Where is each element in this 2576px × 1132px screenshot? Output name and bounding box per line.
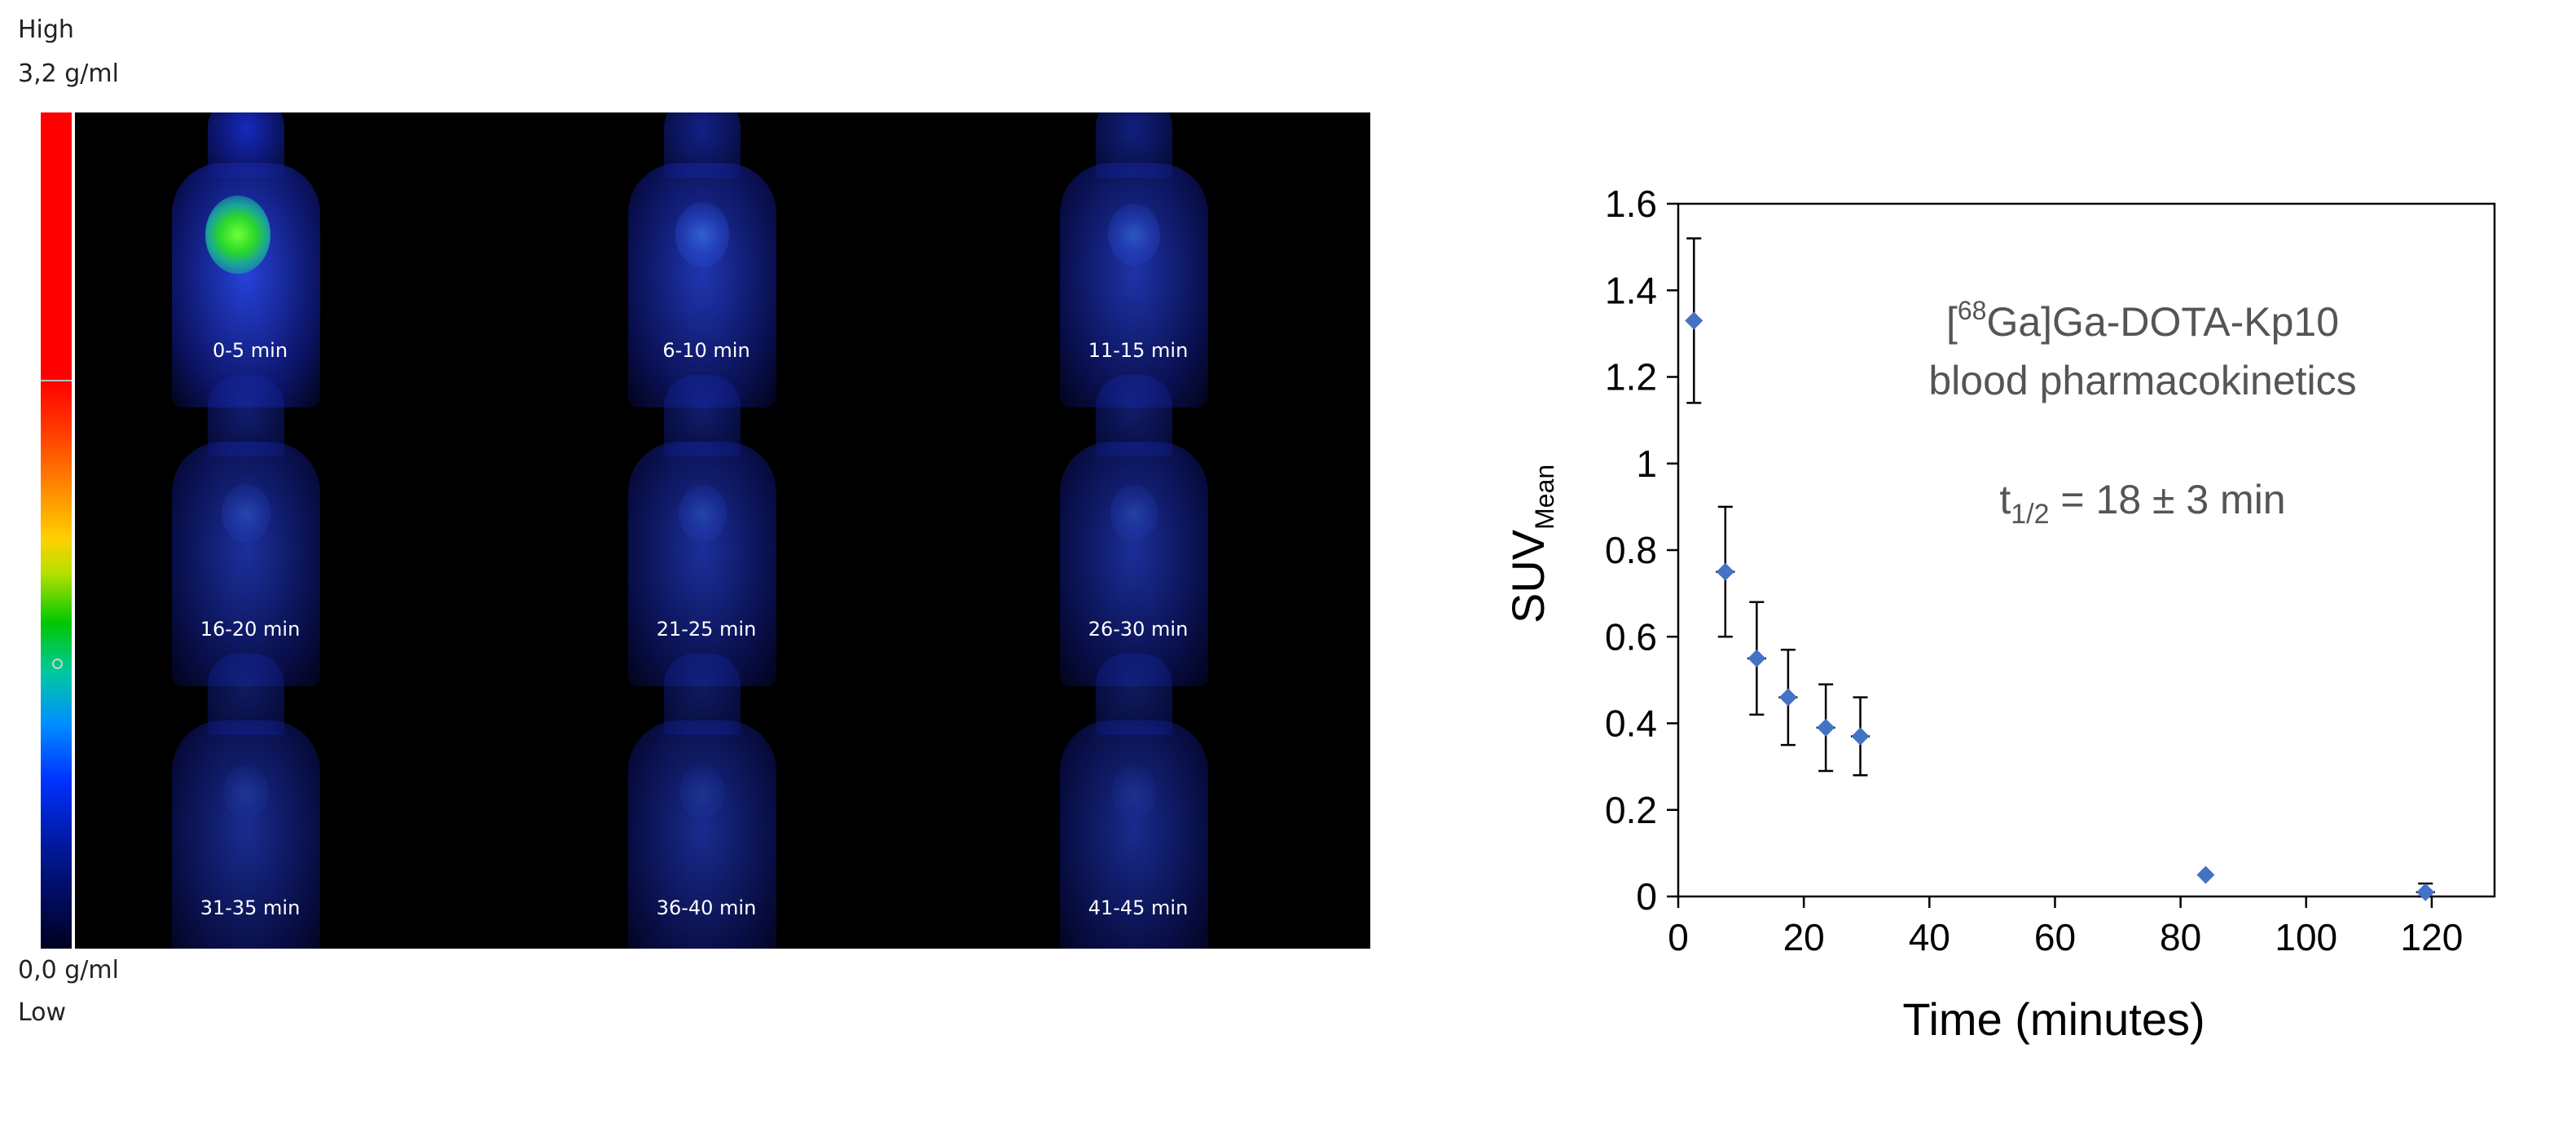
pet-image-grid: 0-5 min 6-10 min 11-15 min 16-20 min 21-25 m… [75,112,1370,949]
annotation-tracer-name: Ga]Ga-DOTA-Kp10 [1986,299,2339,345]
data-point [2416,882,2435,901]
pet-frame: 31-35 min [79,654,421,949]
pet-heart-uptake [675,202,730,267]
scale-max-value: 3,2 g/ml [18,59,119,88]
pet-heart-uptake [1111,765,1157,819]
data-point [1685,237,1703,404]
pet-body-silhouette [1060,654,1208,949]
color-scale-marker [41,380,72,381]
data-point [1716,505,1735,638]
x-tick-label: 40 [1909,916,1950,958]
scale-min-value: 0,0 g/ml [18,956,119,984]
pet-frame: 11-15 min [967,112,1309,407]
annotation-superscript: 68 [1958,296,1987,325]
color-scale-bar [41,112,72,949]
y-tick-label: 1 [1636,443,1657,485]
pet-body-silhouette [172,654,320,949]
data-marker [1778,688,1797,707]
data-point [1778,648,1798,747]
y-tick-label: 0.4 [1605,703,1657,745]
pet-heart-uptake [679,764,725,820]
pet-heart-uptake [1110,485,1158,542]
pet-heart-uptake [205,196,270,274]
pet-heart-uptake [678,484,727,543]
y-tick-label: 0.8 [1605,529,1657,571]
y-tick-label: 0.6 [1605,615,1657,658]
pet-heart-uptake [223,764,269,820]
chart-marks [1685,237,2435,901]
pet-frame-label: 21-25 min [656,618,757,641]
pet-body-silhouette [628,375,776,686]
scale-low-label: Low [18,998,67,1027]
pet-body-silhouette [172,375,320,686]
x-tick-label: 100 [2275,916,2337,958]
y-tick-label: 1.6 [1605,183,1657,225]
suv-time-chart: 0 0.2 0.4 0.6 0.8 1 1.2 1.4 1.6 0 20 40 60 80 100 120 S… [1502,183,2496,1045]
pet-frame: 41-45 min [967,654,1309,949]
pet-heart-uptake [222,484,270,543]
pet-frame-label: 26-30 min [1088,618,1189,641]
data-marker [2416,883,2435,901]
pet-body-silhouette [1060,112,1208,407]
data-point [1850,696,1870,777]
y-axis-title: SUVMean [1502,465,1559,623]
pet-frame-label: 6-10 min [662,339,750,362]
data-marker [2196,866,2215,884]
halflife-subscript: 1/2 [2011,499,2049,530]
data-point [1816,683,1835,773]
y-tick-label: 1.2 [1605,356,1657,399]
scale-high-label: High [18,15,74,44]
x-tick-label: 0 [1668,916,1689,958]
color-scale-handle [52,658,63,669]
y-tick-label: 1.4 [1605,269,1657,311]
pet-frame-label: 36-40 min [656,896,757,919]
pet-heart-uptake [1108,203,1160,266]
pet-body-silhouette [1060,375,1208,686]
halflife-value: = 18 ± 3 min [2050,477,2286,522]
pet-body-silhouette [628,654,776,949]
x-tick-label: 80 [2160,916,2201,958]
chart-annotation-halflife: t1/2 = 18 ± 3 min [1999,477,2285,530]
data-marker [1851,727,1870,746]
pet-frame-label: 11-15 min [1088,339,1189,362]
data-marker [1716,562,1734,581]
chart-axes: 0 0.2 0.4 0.6 0.8 1 1.2 1.4 1.6 0 20 40 60 80 100 120 [1605,183,2496,958]
x-tick-label: 120 [2401,916,2464,958]
pet-frame: 6-10 min [535,112,877,407]
x-axis-title: Time (minutes) [1902,993,2205,1045]
pet-frame: 21-25 min [535,375,877,686]
pet-frame: 16-20 min [79,375,421,686]
pet-frame-label: 31-35 min [200,896,301,919]
pet-frame-label: 0-5 min [212,339,288,362]
pet-frame: 0-5 min [79,112,421,407]
data-point [1747,601,1766,716]
chart-annotation-subtitle: blood pharmacokinetics [1928,358,2356,403]
data-marker [1685,311,1703,330]
chart-annotation-tracer: [68Ga]Ga-DOTA-Kp10 [1946,296,2339,345]
data-point [2196,866,2215,884]
x-tick-label: 60 [2034,916,2076,958]
pet-frame: 26-30 min [967,375,1309,686]
y-axis-title-main: SUV [1502,529,1554,623]
annotation-bracket: [ [1946,299,1958,345]
y-tick-label: 0 [1636,875,1657,918]
halflife-symbol: t [1999,477,2011,522]
y-axis-title-sub: Mean [1530,465,1559,530]
x-tick-label: 20 [1783,916,1825,958]
y-tick-label: 0.2 [1605,789,1657,831]
pet-frame-label: 16-20 min [200,618,301,641]
data-marker [1817,718,1835,737]
pet-frame-label: 41-45 min [1088,896,1189,919]
pet-frame: 36-40 min [535,654,877,949]
data-marker [1747,649,1766,667]
